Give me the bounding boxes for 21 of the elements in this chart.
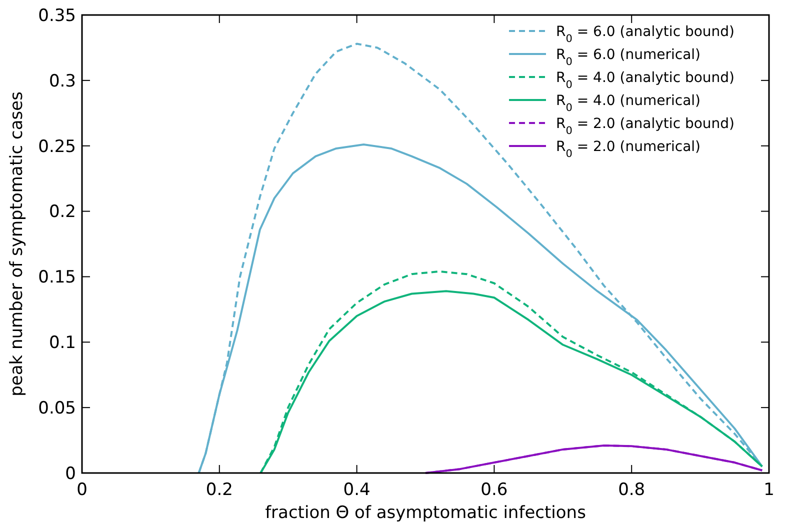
y-tick-label: 0.35	[38, 6, 76, 26]
legend-label: R$_{0}$ = 4.0 (analytic bound)	[556, 70, 735, 91]
x-axis-title: fraction Θ of asymptomatic infections	[265, 503, 586, 523]
x-tick-label: 0.2	[206, 480, 233, 500]
legend-label: R$_{0}$ = 6.0 (analytic bound)	[556, 24, 735, 45]
y-tick-label: 0	[65, 464, 76, 484]
legend-label: R$_{0}$ = 2.0 (numerical)	[556, 138, 700, 160]
y-tick-label: 0.25	[38, 136, 76, 157]
legend-label: R$_{0}$ = 2.0 (analytic bound)	[556, 116, 735, 137]
y-tick-label: 0.1	[48, 333, 76, 354]
y-axis-title: peak number of symptomatic cases	[7, 91, 27, 396]
y-tick-label: 0.3	[48, 71, 76, 92]
x-tick-label: 0.6	[480, 480, 508, 500]
y-tick-label: 0.15	[38, 268, 76, 288]
y-tick-label: 0.2	[48, 202, 76, 222]
legend-label: R$_{0}$ = 4.0 (numerical)	[556, 92, 700, 114]
y-tick-label: 0.05	[38, 398, 76, 419]
x-tick-label: 0.4	[343, 480, 370, 500]
x-tick-label: 0.8	[618, 480, 646, 500]
x-tick-label: 1	[764, 480, 774, 500]
legend-label: R$_{0}$ = 6.0 (numerical)	[556, 46, 700, 68]
